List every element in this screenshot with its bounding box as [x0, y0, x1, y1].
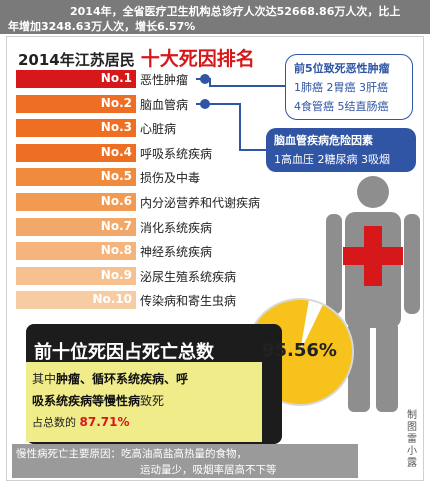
rank-number: No.5 — [100, 169, 132, 184]
rank-number: No.6 — [100, 194, 132, 208]
rank-cause-label: 内分泌营养和代谢疾病 — [140, 196, 261, 210]
rank-cause-label: 泌尿生殖系统疾病 — [140, 269, 237, 284]
chronic-line-2: 运动量少，吸烟率居高不下等 — [140, 464, 277, 476]
header-line-1: 2014年，全省医疗卫生机构总诊疗人次达52668.86万人次，比上 — [70, 5, 401, 18]
header-banner: 2014年，全省医疗卫生机构总诊疗人次达52668.86万人次，比上 年增加32… — [0, 0, 430, 34]
rank-number: No.1 — [100, 71, 132, 85]
summary-line-1: 其中肿瘤、循环系统疾病、呼 — [32, 370, 188, 387]
rank-bar: No.2 — [16, 94, 136, 113]
rank-cause-label: 脑血管病 — [140, 97, 189, 112]
title-highlight: 十大死因排名 — [140, 48, 255, 70]
rank-number: No.3 — [100, 120, 132, 135]
rank-cause-label: 消化系统疾病 — [140, 220, 213, 235]
summary-chronic-percent: 87.71% — [79, 415, 130, 429]
summary-line1-prefix: 其中 — [32, 372, 57, 386]
person-right-leg — [376, 322, 398, 412]
rank-row: No.10 传染病和寄生虫病 — [16, 291, 416, 310]
summary-line3-prefix: 占总数的 — [32, 416, 76, 429]
summary-detail: 其中肿瘤、循环系统疾病、呼 吸系统疾病等慢性病致死 占总数的 87.71% — [26, 362, 262, 442]
rank-cause-label: 传染病和寄生虫病 — [140, 294, 237, 309]
rank-bar: No.8 — [16, 242, 136, 261]
rank-row: No.7 消化系统疾病 — [16, 217, 416, 236]
rank-cause-label: 呼吸系统疾病 — [140, 146, 213, 161]
rank-row: No.5 损伤及中毒 — [16, 168, 416, 187]
rank-cause-label: 心脏病 — [140, 122, 177, 137]
summary-headline: 前十位死因占死亡总数 — [34, 342, 214, 363]
rank-row: No.4 呼吸系统疾病 — [16, 143, 416, 162]
rank-cause-label: 恶性肿瘤 — [140, 73, 189, 87]
summary-line-2: 吸系统疾病等慢性病致死 — [32, 392, 164, 409]
red-cross-horizontal — [343, 247, 403, 265]
rank-bar: No.1 — [16, 70, 136, 88]
rank-number: No.9 — [100, 267, 132, 282]
rank-bar: No.5 — [16, 168, 136, 187]
cancer-bubble: 前5位致死恶性肿瘤 1肺癌 2胃癌 3肝癌 4食管癌 5结直肠癌 — [285, 54, 413, 120]
rank-row: No.3 心脏病 — [16, 119, 416, 138]
rank-cause-label: 损伤及中毒 — [140, 171, 201, 186]
rank-number: No.7 — [100, 218, 132, 233]
rank-bar: No.7 — [16, 217, 136, 236]
rank-row: No.6 内分泌营养和代谢疾病 — [16, 193, 416, 211]
rank-bar: No.6 — [16, 193, 136, 211]
title-prefix: 2014年江苏居民 — [18, 51, 135, 69]
summary-line-3: 占总数的 87.71% — [32, 414, 129, 430]
chronic-cause-box: 慢性病死亡主要原因：吃高油高盐高热量的食物， 运动量少，吸烟率居高不下等 — [12, 444, 358, 478]
pie-slice-other — [300, 300, 323, 352]
rank-row: No.1 恶性肿瘤 — [16, 70, 416, 88]
person-right-arm — [404, 214, 420, 314]
rank-row: No.8 神经系统疾病 — [16, 242, 416, 261]
summary-line2-bold: 吸系统疾病等慢性病 — [32, 394, 141, 408]
rank-number: No.4 — [100, 144, 132, 159]
connector-dot-cancer — [200, 74, 210, 84]
pie-value-label: 95.56% — [262, 340, 337, 361]
cancer-bubble-heading: 前5位致死恶性肿瘤 — [294, 62, 390, 75]
rank-row: No.9 泌尿生殖系统疾病 — [16, 266, 416, 285]
chronic-line-1: 慢性病死亡主要原因：吃高油高盐高热量的食物， — [16, 448, 247, 460]
rank-bar: No.3 — [16, 119, 136, 138]
summary-line2-suffix: 致死 — [140, 394, 165, 408]
rank-bar: No.10 — [16, 291, 136, 310]
chart-title: 2014年江苏居民 十大死因排名 — [18, 44, 255, 71]
credit-text: 制图 雷小露 — [407, 410, 417, 469]
person-left-arm — [326, 214, 342, 314]
person-left-leg — [348, 322, 370, 412]
rank-row: No.2 脑血管病 — [16, 94, 416, 113]
stroke-bubble-row1: 1高血压 2糖尿病 3吸烟 — [274, 153, 390, 166]
summary-line1-bold: 肿瘤、循环系统疾病、呼 — [56, 372, 189, 386]
connector-dot-stroke — [200, 99, 210, 109]
rank-bar: No.4 — [16, 143, 136, 162]
rank-bar: No.9 — [16, 266, 136, 285]
header-line-2: 年增加3248.63万人次，增长6.57% — [8, 20, 196, 33]
rank-number: No.10 — [92, 292, 132, 307]
stroke-risk-bubble: 脑血管疾病危险因素 1高血压 2糖尿病 3吸烟 — [266, 128, 416, 172]
connector-stroke — [196, 103, 266, 151]
rank-cause-label: 神经系统疾病 — [140, 245, 213, 260]
stroke-bubble-heading: 脑血管疾病危险因素 — [274, 134, 373, 147]
rank-number: No.8 — [100, 243, 132, 258]
cancer-bubble-row2: 4食管癌 5结直肠癌 — [294, 100, 389, 113]
rank-number: No.2 — [100, 95, 132, 110]
person-head — [357, 176, 389, 208]
cancer-bubble-row1: 1肺癌 2胃癌 3肝癌 — [294, 81, 388, 94]
